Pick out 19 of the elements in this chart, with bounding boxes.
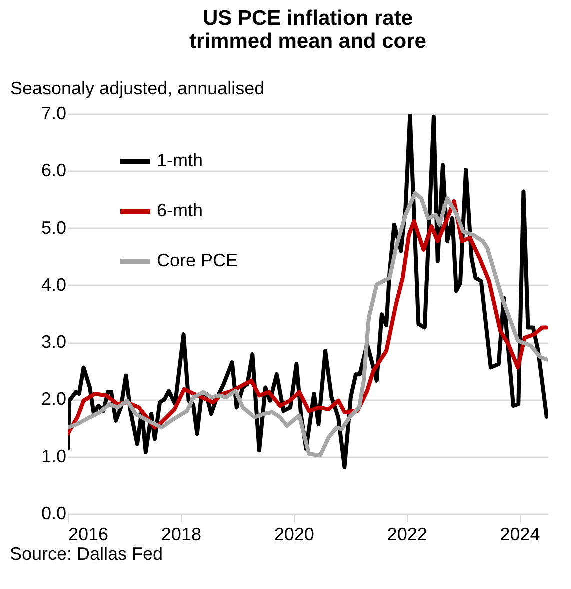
y-tick-label: 6.0 — [41, 160, 66, 181]
x-tick-label: 2024 — [500, 524, 540, 544]
legend-label: 6-mth — [157, 200, 204, 220]
chart-title: US PCE inflation rate trimmed mean and core — [190, 7, 426, 53]
legend-label: Core PCE — [157, 250, 238, 270]
x-tick-label: 2016 — [68, 524, 109, 544]
y-tick-label: 0.0 — [41, 504, 66, 524]
y-tick-label: 1.0 — [41, 446, 66, 466]
legend-label: 1-mth — [157, 150, 204, 170]
x-tick-label: 2018 — [161, 524, 202, 544]
y-tick-label: 7.0 — [41, 104, 66, 124]
y-tick-label: 4.0 — [41, 274, 66, 295]
x-tick-label: 2022 — [387, 524, 428, 544]
y-tick-label: 3.0 — [41, 332, 66, 352]
source-note: Source: Dallas Fed — [10, 544, 164, 564]
x-tick-label: 2020 — [274, 524, 314, 544]
y-tick-label: 2.0 — [41, 389, 66, 410]
y-tick-label: 5.0 — [41, 218, 66, 238]
y-axis-title: Seasonaly adjusted, annualised — [10, 78, 265, 98]
